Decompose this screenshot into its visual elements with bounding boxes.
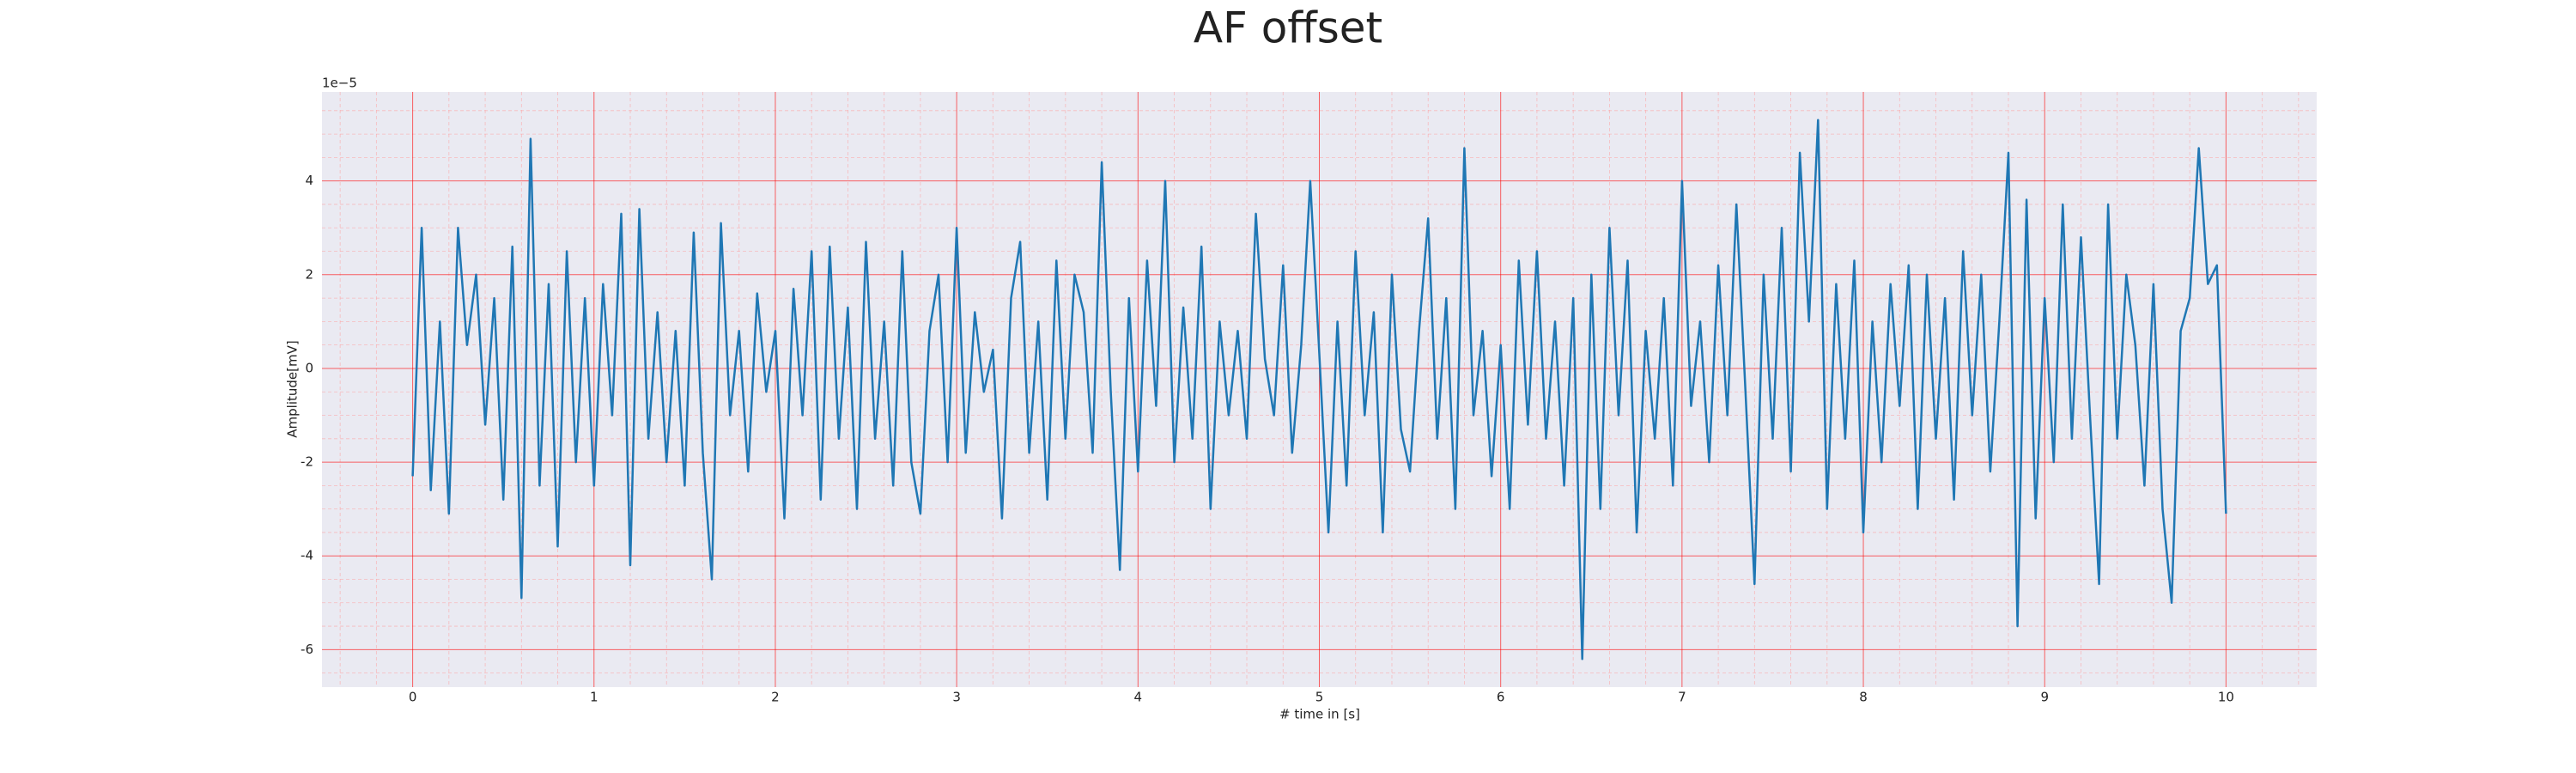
x-tick-label: 4	[1134, 690, 1143, 705]
y-tick-label: 0	[305, 360, 313, 375]
x-axis-label: # time in [s]	[1279, 707, 1360, 722]
x-tick-label: 1	[590, 690, 598, 705]
x-tick-label: 0	[409, 690, 417, 705]
x-tick-label: 2	[771, 690, 780, 705]
x-tick-label: 6	[1497, 690, 1505, 705]
y-axis-label: Amplitude[mV]	[285, 340, 301, 437]
chart-title: AF offset	[1194, 3, 1382, 53]
x-tick-label: 5	[1315, 690, 1324, 705]
x-tick-label: 9	[2040, 690, 2049, 705]
x-tick-label: 10	[2218, 690, 2234, 705]
x-tick-label: 3	[952, 690, 961, 705]
y-offset-label: 1e−5	[322, 76, 357, 91]
y-tick-label: -4	[301, 548, 313, 563]
x-tick-label: 8	[1859, 690, 1868, 705]
y-tick-label: -6	[301, 642, 313, 657]
y-tick-label: 2	[305, 266, 313, 282]
y-tick-label: 4	[305, 173, 313, 188]
data-line	[411, 119, 2227, 660]
y-tick-label: -2	[301, 454, 313, 470]
x-tick-label: 7	[1678, 690, 1686, 705]
